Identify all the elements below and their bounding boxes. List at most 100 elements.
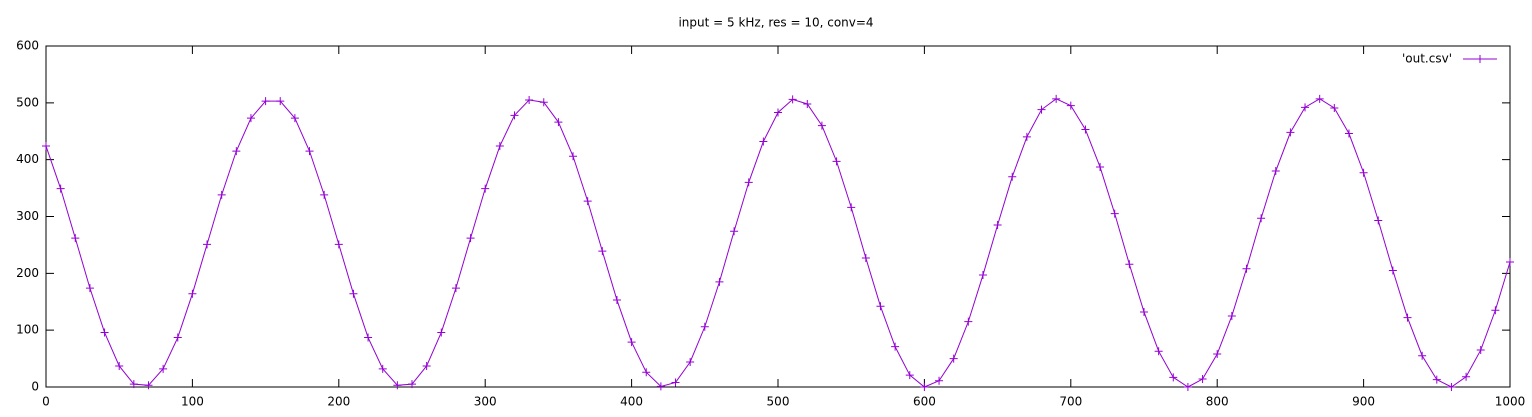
- data-point: [1213, 350, 1222, 359]
- data-point: [569, 152, 578, 161]
- x-tick-label: 600: [913, 395, 936, 409]
- legend-label: 'out.csv': [1402, 52, 1452, 66]
- data-point: [891, 342, 900, 351]
- data-point: [1506, 257, 1514, 266]
- data-point: [759, 137, 768, 146]
- data-point: [1301, 103, 1310, 112]
- x-tick-label: 300: [474, 395, 497, 409]
- data-point: [481, 184, 490, 193]
- data-point: [993, 221, 1002, 230]
- data-point: [949, 354, 958, 363]
- data-point: [671, 378, 680, 387]
- data-point: [349, 289, 358, 298]
- y-tick-label: 300: [16, 209, 39, 223]
- data-point: [1066, 101, 1075, 110]
- data-point: [788, 95, 797, 104]
- data-point: [1183, 383, 1192, 391]
- data-point: [364, 333, 373, 342]
- x-tick-label: 0: [42, 395, 50, 409]
- data-point: [1125, 260, 1134, 269]
- legend-line: [1463, 55, 1497, 63]
- data-point: [203, 240, 212, 249]
- data-point: [935, 376, 944, 385]
- data-point: [466, 234, 475, 243]
- data-point: [188, 289, 197, 298]
- data-point: [173, 333, 182, 342]
- data-point: [686, 357, 695, 366]
- data-point: [554, 118, 563, 127]
- data-point: [525, 95, 534, 104]
- data-point: [715, 277, 724, 286]
- data-point: [71, 234, 80, 243]
- y-tick-label: 600: [16, 39, 39, 53]
- data-point: [1110, 209, 1119, 218]
- data-point: [774, 108, 782, 117]
- data-point: [1096, 163, 1105, 172]
- data-point: [42, 142, 50, 151]
- y-tick-label: 0: [31, 380, 39, 394]
- data-point: [1198, 375, 1207, 384]
- data-point: [1432, 375, 1441, 384]
- data-point: [1022, 132, 1031, 141]
- chart-title: input = 5 kHz, res = 10, conv=4: [678, 16, 873, 30]
- data-point: [100, 328, 109, 337]
- y-tick-label: 100: [16, 323, 39, 337]
- x-tick-label: 100: [181, 395, 204, 409]
- data-point: [129, 380, 138, 389]
- data-point: [378, 364, 387, 373]
- data-point: [1374, 216, 1383, 225]
- data-point: [1476, 346, 1485, 355]
- data-point: [1154, 347, 1163, 356]
- data-point: [744, 178, 753, 187]
- data-point: [642, 368, 651, 377]
- data-point: [627, 338, 636, 347]
- data-point: [861, 253, 870, 262]
- data-point: [437, 328, 446, 337]
- data-point: [1008, 172, 1017, 181]
- data-point: [510, 111, 519, 120]
- data-point: [115, 361, 124, 370]
- data-point: [1037, 105, 1046, 114]
- data-point: [334, 240, 343, 249]
- data-point: [232, 147, 241, 156]
- data-point: [1315, 94, 1324, 103]
- data-point: [1227, 311, 1236, 320]
- data-point: [700, 322, 709, 331]
- data-point: [1286, 128, 1295, 137]
- data-point: [847, 203, 856, 212]
- data-point: [276, 97, 285, 106]
- data-point: [964, 317, 973, 326]
- data-point: [422, 361, 431, 370]
- data-point: [1169, 373, 1178, 382]
- data-point: [1140, 307, 1148, 316]
- x-tick-label: 500: [767, 395, 790, 409]
- data-point: [246, 114, 255, 123]
- data-point: [1388, 266, 1397, 275]
- data-point: [612, 296, 621, 305]
- x-tick-label: 400: [620, 395, 643, 409]
- x-tick-label: 1000: [1495, 395, 1526, 409]
- data-point: [920, 383, 929, 391]
- x-tick-label: 700: [1059, 395, 1082, 409]
- data-point: [1462, 372, 1471, 381]
- x-tick-label: 200: [327, 395, 350, 409]
- data-point: [1257, 214, 1266, 223]
- data-point: [817, 121, 826, 130]
- data-point: [1344, 129, 1353, 138]
- data-point: [1418, 351, 1427, 360]
- data-point: [159, 364, 168, 373]
- data-point: [217, 190, 226, 199]
- y-tick-label: 400: [16, 152, 39, 166]
- data-point: [832, 157, 841, 166]
- data-point: [730, 227, 739, 236]
- data-point: [85, 284, 94, 293]
- data-point: [1403, 313, 1412, 322]
- data-point: [1242, 264, 1251, 273]
- data-point: [56, 184, 65, 193]
- data-point: [1491, 306, 1500, 315]
- x-tick-label: 900: [1352, 395, 1375, 409]
- data-point: [905, 371, 914, 380]
- data-point: [1359, 168, 1368, 177]
- data-point: [539, 98, 548, 107]
- data-point: [1447, 383, 1456, 391]
